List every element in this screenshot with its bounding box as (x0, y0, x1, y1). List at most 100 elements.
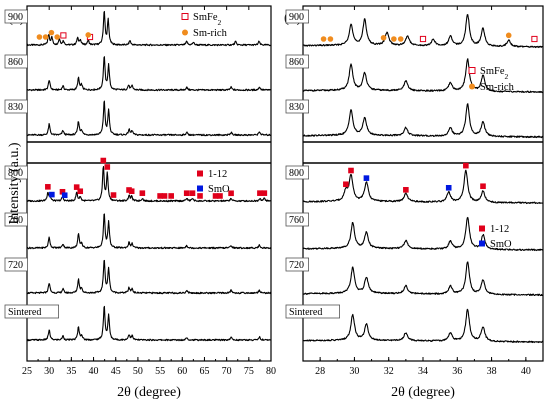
phase-112-marker (257, 190, 263, 196)
sample-label-box (285, 54, 310, 69)
phase-112-marker (73, 184, 80, 190)
x-tick-label: 75 (244, 366, 254, 377)
phase-112-marker (157, 193, 163, 199)
phase-112-marker (403, 187, 409, 193)
x-tick-label: 40 (89, 366, 99, 377)
xrd-trace-860 (302, 58, 544, 94)
legend-smfe2-symbol (468, 67, 476, 74)
legend-label: 1-12 (490, 224, 509, 235)
phase-112-marker (139, 190, 146, 196)
sample-label-box (285, 9, 310, 24)
x-tick-label: 30 (44, 366, 54, 377)
sample-label-box (4, 304, 59, 319)
xrd-trace-830 (302, 103, 544, 139)
sm-rich-marker (391, 36, 397, 42)
sample-label: 800 (289, 168, 304, 179)
xrd-trace-760 (302, 216, 544, 252)
xrd-trace-800 (26, 165, 272, 203)
legend-label: 1-12 (208, 169, 227, 180)
sample-label: 720 (289, 260, 304, 271)
legend-smo-symbol (197, 185, 203, 192)
legend-label: SmFe2 (193, 12, 222, 27)
phase-112-marker (212, 193, 219, 199)
xrd-trace-800 (302, 169, 544, 205)
smfe2-marker (531, 35, 538, 43)
legend-subscript: 2 (505, 72, 509, 81)
smo-marker (49, 191, 55, 198)
x-tick-label: 40 (521, 366, 531, 377)
x-tick-label: 70 (222, 366, 232, 377)
x-axis-title: 2θ (degree) (391, 385, 455, 400)
sm-rich-marker (36, 34, 43, 40)
sm-rich-marker (42, 34, 49, 40)
sample-label-box (285, 99, 310, 114)
xrd-trace-760 (26, 213, 272, 250)
legend-sm-rich-symbol (182, 29, 188, 36)
phase-112-marker (100, 157, 107, 164)
legend-subscript: 2 (218, 18, 222, 27)
xrd-trace-860 (26, 56, 272, 92)
sample-label-box (285, 304, 340, 319)
sample-label-box (4, 257, 29, 272)
sample-label: 860 (289, 57, 304, 68)
legend-label: Sm-rich (193, 28, 228, 39)
legend-smo-symbol (479, 240, 485, 247)
x-tick-label: 35 (66, 366, 76, 377)
phase-112-marker (189, 190, 196, 196)
sample-label-box (4, 212, 29, 227)
sample-label: 830 (289, 102, 304, 113)
x-tick-label: 38 (487, 366, 497, 377)
sm-rich-marker (397, 36, 404, 42)
phase-112-marker (45, 184, 51, 190)
sample-label: 760 (289, 215, 304, 226)
xrd-trace-720 (302, 261, 544, 297)
phase-112-marker (183, 190, 190, 196)
sm-rich-marker (320, 36, 327, 42)
sm-rich-marker (48, 29, 55, 36)
sample-label-box (285, 212, 310, 227)
phase-112-marker (168, 193, 174, 199)
phase-112-marker (343, 181, 349, 188)
xrd-trace-900 (26, 10, 272, 47)
legend-label: SmO (208, 184, 230, 195)
x-tick-label: 50 (133, 366, 143, 377)
x-tick-label: 30 (349, 366, 359, 377)
x-axis-title: 2θ (degree) (117, 385, 181, 400)
x-tick-label: 28 (315, 366, 325, 377)
phase-112-marker (480, 183, 486, 190)
smo-marker (61, 192, 68, 199)
x-tick-label: 65 (199, 366, 209, 377)
sample-label: 800 (8, 168, 23, 179)
sample-label: Sintered (289, 307, 322, 318)
sample-label: Sintered (8, 307, 41, 318)
x-tick-label: 25 (22, 366, 32, 377)
sample-label-box (4, 165, 29, 180)
xrd-trace-720 (26, 259, 272, 295)
smfe2-marker (60, 32, 67, 39)
panel-a: (a)900860830800760720Sintered1-12SmOSmFe… (4, 5, 276, 400)
sample-label-box (4, 9, 29, 24)
xrd-trace-900 (302, 14, 544, 49)
phase-112-marker (261, 190, 268, 196)
plot-frame (26, 5, 272, 362)
sample-label-box (4, 99, 29, 114)
sm-rich-marker (505, 32, 512, 39)
sm-rich-marker (54, 34, 60, 40)
x-tick-label: 80 (266, 366, 276, 377)
phase-112-marker (161, 193, 168, 199)
sample-label-box (4, 54, 29, 69)
sm-rich-marker (327, 36, 334, 42)
phase-112-marker (128, 188, 135, 195)
xrd-trace-sintered (26, 305, 272, 342)
phase-112-marker (463, 162, 469, 169)
phase-112-marker (197, 193, 203, 199)
smfe2-marker (419, 35, 427, 43)
phase-112-marker (348, 167, 354, 174)
phase-112-marker (104, 164, 111, 170)
sample-label: 720 (8, 260, 23, 271)
x-tick-label: 45 (111, 366, 121, 377)
legend-sm-rich-symbol (469, 83, 475, 90)
phase-112-marker (59, 188, 66, 195)
sample-label-box (285, 165, 310, 180)
sm-rich-marker (380, 34, 387, 41)
